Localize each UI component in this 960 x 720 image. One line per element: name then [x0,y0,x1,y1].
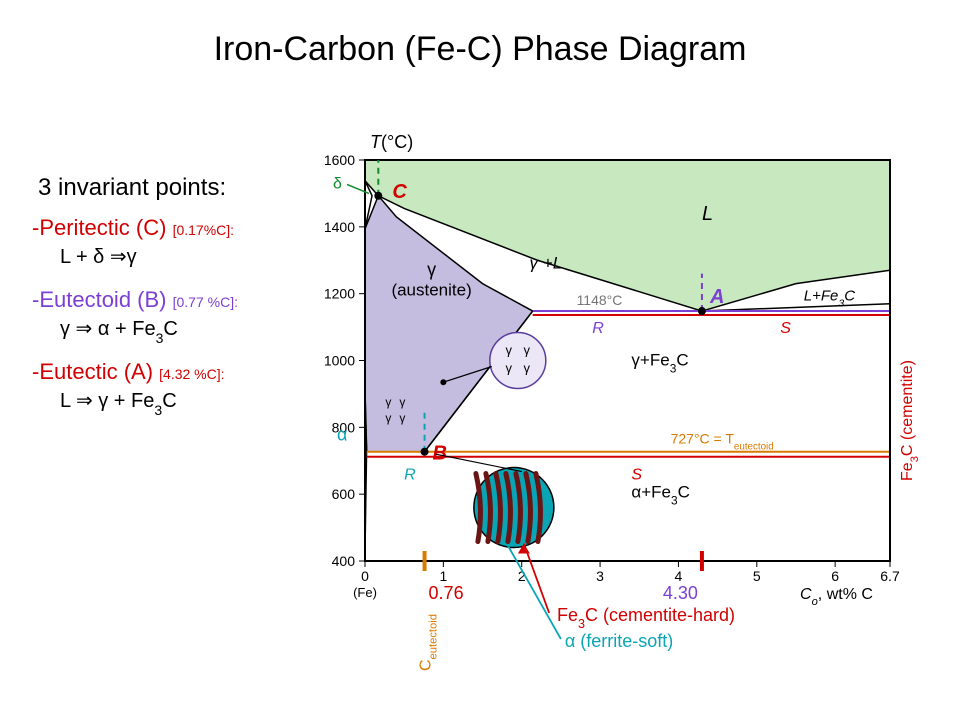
svg-text:1: 1 [439,568,447,584]
svg-text:1600: 1600 [324,152,355,168]
svg-text:γ: γ [427,259,436,279]
svg-text:Fe3C (cementite-hard): Fe3C (cementite-hard) [557,605,735,631]
svg-text:1148°C: 1148°C [577,292,623,308]
svg-text:R: R [592,320,604,337]
svg-text:α (ferrite-soft): α (ferrite-soft) [565,631,673,651]
svg-text:L + δ ⇒γ: L + δ ⇒γ [60,246,137,268]
svg-text:4: 4 [675,568,683,584]
svg-text:0.76: 0.76 [429,583,464,603]
svg-text:B: B [433,443,447,465]
svg-text:-Eutectoid (B) [0.77 %C]:: -Eutectoid (B) [0.77 %C]: [32,287,238,312]
svg-text:(austenite): (austenite) [391,280,471,299]
svg-text:Fe3C (cementite): Fe3C (cementite) [899,360,921,481]
svg-text:-Eutectic (A) [4.32 %C]:: -Eutectic (A) [4.32 %C]: [32,359,225,384]
svg-text:A: A [709,286,724,308]
svg-text:6: 6 [831,568,839,584]
svg-text:S: S [631,467,642,484]
svg-text:600: 600 [332,486,356,502]
svg-text:γ: γ [399,395,405,409]
svg-text:γ +L: γ +L [530,254,563,273]
svg-text:δ: δ [333,175,342,192]
svg-text:1400: 1400 [324,219,355,235]
svg-text:L: L [702,203,713,225]
svg-text:1200: 1200 [324,286,355,302]
svg-text:γ: γ [399,411,405,425]
svg-text:Ceutectoid: Ceutectoid [418,614,440,671]
svg-text:R: R [404,467,416,484]
svg-text:γ: γ [385,395,391,409]
svg-text:L ⇒ γ + Fe3C: L ⇒ γ + Fe3C [60,390,177,418]
svg-text:Iron-Carbon (Fe-C) Phase Diagr: Iron-Carbon (Fe-C) Phase Diagram [214,30,747,68]
svg-text:T(°C): T(°C) [370,132,413,152]
svg-text:1000: 1000 [324,353,355,369]
svg-text:0: 0 [361,568,369,584]
svg-text:α: α [337,425,347,445]
svg-text:γ+Fe3C: γ+Fe3C [631,351,688,376]
svg-text:(Fe): (Fe) [353,585,377,600]
svg-text:4.30: 4.30 [663,583,698,603]
svg-text:3: 3 [596,568,604,584]
svg-text:3 invariant points:: 3 invariant points: [38,174,226,201]
svg-text:γ: γ [506,343,513,358]
svg-text:6.7: 6.7 [880,568,900,584]
svg-text:γ: γ [524,343,531,358]
svg-text:5: 5 [753,568,761,584]
svg-text:C: C [392,181,407,203]
svg-text:S: S [780,320,791,337]
svg-text:α+Fe3C: α+Fe3C [631,483,690,508]
svg-text:γ: γ [524,361,531,376]
svg-text:Co, wt% C: Co, wt% C [800,586,873,608]
svg-text:727°C = Teutectoid: 727°C = Teutectoid [671,431,774,453]
svg-text:γ ⇒ α + Fe3C: γ ⇒ α + Fe3C [60,318,178,346]
svg-text:γ: γ [385,411,391,425]
svg-text:-Peritectic (C) [0.17%C]:: -Peritectic (C) [0.17%C]: [32,215,234,240]
svg-text:400: 400 [332,553,356,569]
svg-text:γ: γ [506,361,513,376]
